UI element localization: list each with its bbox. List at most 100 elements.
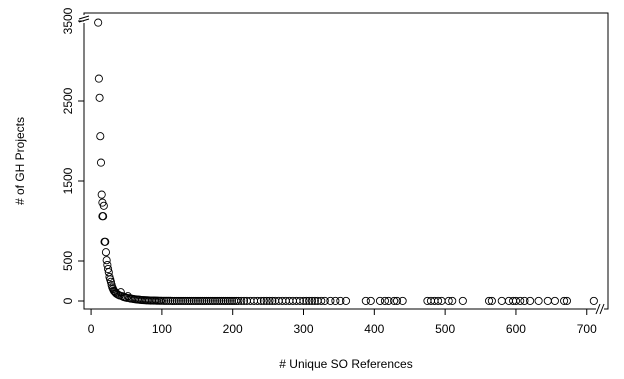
x-axis: 0 100 200 300 400 500 600 700 <box>88 309 597 336</box>
data-point <box>305 296 314 305</box>
data-point <box>444 296 453 305</box>
data-point <box>560 296 569 305</box>
data-point <box>187 296 196 305</box>
data-point <box>104 264 113 274</box>
data-point <box>310 296 319 305</box>
x-tick-label: 100 <box>152 322 172 336</box>
data-point <box>94 74 103 83</box>
data-point <box>526 296 535 305</box>
data-point <box>116 288 125 297</box>
data-point <box>295 296 305 305</box>
data-point <box>99 201 108 210</box>
y-tick-label: 3500 <box>61 7 75 34</box>
data-point <box>215 296 224 305</box>
x-axis-title: # Unique SO References <box>279 357 412 371</box>
data-point <box>183 296 192 305</box>
data-point <box>196 296 205 305</box>
x-tick-label: 500 <box>435 322 455 336</box>
data-point <box>398 296 407 305</box>
data-point <box>299 296 308 305</box>
data-point <box>191 296 200 305</box>
data-point <box>193 296 203 305</box>
data-point <box>497 296 506 305</box>
data-point <box>159 296 169 305</box>
data-point <box>458 296 467 305</box>
data-point <box>434 296 443 305</box>
data-point <box>164 296 173 305</box>
data-point <box>516 296 525 305</box>
data-point <box>341 296 351 305</box>
data-point <box>174 296 183 305</box>
axis-break-mark <box>78 15 605 315</box>
data-point <box>202 296 211 305</box>
data-point <box>179 296 188 305</box>
data-point <box>94 18 103 27</box>
data-point <box>361 296 370 305</box>
data-point <box>166 296 175 305</box>
data-point <box>219 296 228 305</box>
data-point <box>213 296 222 305</box>
data-point <box>302 296 311 305</box>
data-point <box>487 296 496 305</box>
data-point <box>366 296 375 305</box>
data-point <box>185 296 194 305</box>
x-tick-label: 700 <box>577 322 597 336</box>
data-point <box>198 296 207 305</box>
y-tick-label: 0 <box>61 297 75 304</box>
data-point <box>448 296 457 305</box>
data-point <box>543 296 552 305</box>
data-point <box>232 296 241 305</box>
data-point <box>384 296 393 305</box>
data-points <box>94 18 598 305</box>
data-point <box>307 296 317 305</box>
data-point <box>181 296 190 305</box>
data-point <box>392 296 402 305</box>
data-point <box>262 296 271 305</box>
data-point <box>326 296 335 305</box>
data-point <box>168 296 177 305</box>
x-tick-label: 0 <box>88 322 95 336</box>
data-point <box>97 190 106 199</box>
data-point <box>204 296 213 305</box>
data-point <box>208 296 217 305</box>
data-point <box>375 296 385 305</box>
data-point <box>589 296 598 305</box>
data-point <box>259 296 268 305</box>
data-point <box>331 296 340 305</box>
x-tick-label: 200 <box>223 322 243 336</box>
data-point <box>172 296 181 305</box>
data-point <box>239 296 249 305</box>
data-point <box>200 296 209 305</box>
data-point <box>206 296 215 305</box>
data-point <box>227 296 237 305</box>
data-point <box>95 93 104 102</box>
data-point <box>101 237 110 246</box>
data-point <box>106 277 115 286</box>
y-axis: 0 500 1500 2500 3500 <box>61 7 84 304</box>
data-point <box>534 296 543 305</box>
data-point <box>317 296 326 305</box>
data-point <box>157 296 166 305</box>
data-point <box>390 296 399 305</box>
data-point <box>336 296 345 305</box>
data-point <box>96 132 105 141</box>
data-point <box>210 296 220 305</box>
data-point <box>268 296 277 305</box>
data-point <box>102 256 111 265</box>
data-point <box>189 296 198 305</box>
data-point <box>320 296 329 305</box>
x-tick-label: 600 <box>506 322 526 336</box>
data-point <box>221 296 230 305</box>
data-point <box>237 296 246 305</box>
y-tick-label: 1500 <box>61 167 75 194</box>
x-tick-label: 300 <box>293 322 313 336</box>
data-point <box>96 158 106 167</box>
data-point <box>562 296 571 305</box>
data-point <box>170 296 179 305</box>
data-point <box>550 296 559 305</box>
data-point <box>504 296 513 305</box>
data-point <box>225 296 234 305</box>
data-point <box>113 290 123 299</box>
y-tick-label: 500 <box>61 251 75 271</box>
